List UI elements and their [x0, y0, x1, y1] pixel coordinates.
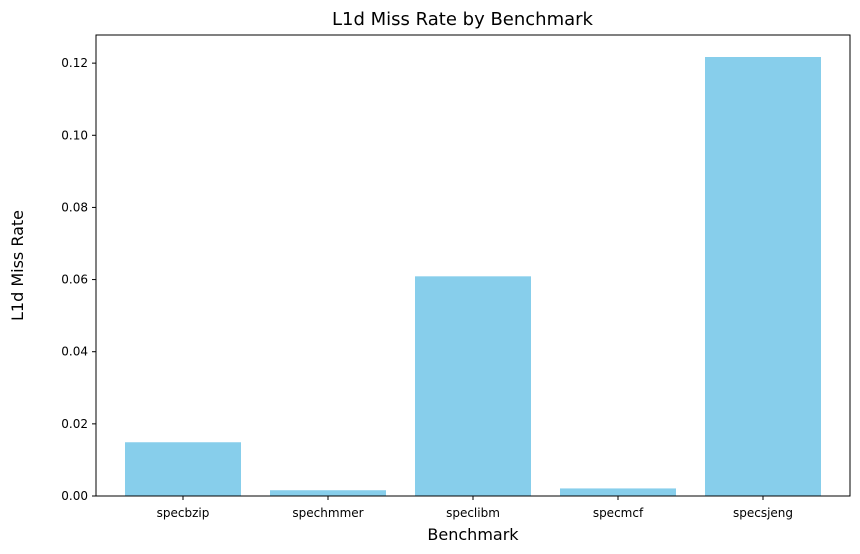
x-tick-label: specbzip	[157, 506, 210, 520]
y-axis-label: L1d Miss Rate	[8, 210, 27, 321]
x-tick-label: speclibm	[446, 506, 500, 520]
y-tick-label: 0.06	[61, 273, 88, 287]
y-axis-ticks: 0.00 0.02 0.04 0.06 0.08 0.10 0.12	[61, 56, 96, 503]
y-tick-label: 0.12	[61, 56, 88, 70]
bar-specsjeng	[705, 57, 821, 497]
x-tick-label: spechmmer	[292, 506, 363, 520]
bar-specmcf	[560, 488, 676, 496]
chart-title: L1d Miss Rate by Benchmark	[332, 9, 594, 30]
x-tick-label: specsjeng	[733, 506, 793, 520]
bar-specbzip	[125, 442, 241, 496]
x-axis-label: Benchmark	[427, 525, 519, 544]
x-tick-label: specmcf	[593, 506, 644, 520]
y-tick-label: 0.10	[61, 128, 88, 142]
y-tick-label: 0.08	[61, 200, 88, 214]
bar-speclibm	[415, 276, 531, 496]
y-tick-label: 0.04	[61, 345, 88, 359]
bars-group	[125, 57, 821, 497]
y-tick-label: 0.00	[61, 489, 88, 503]
bar-spechmmer	[270, 490, 386, 496]
x-axis-ticks: specbzip spechmmer speclibm specmcf specsjen…	[157, 496, 793, 520]
y-tick-label: 0.02	[61, 417, 88, 431]
